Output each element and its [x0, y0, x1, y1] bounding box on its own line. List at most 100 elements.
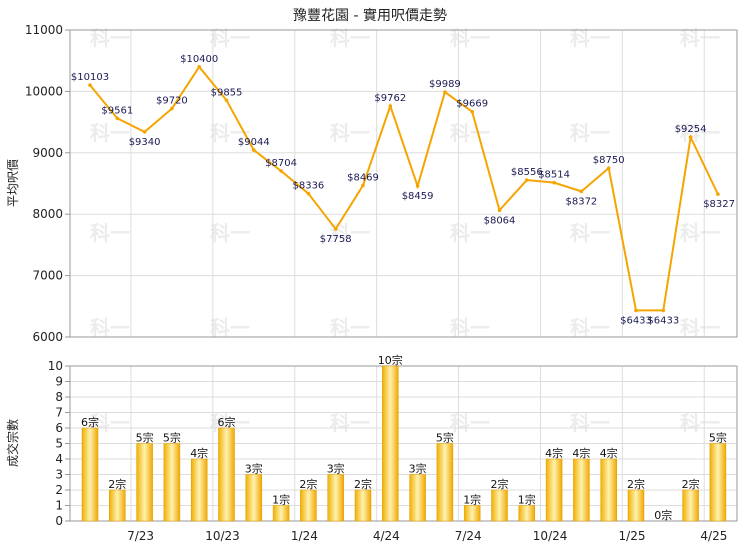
price-point — [279, 169, 283, 173]
watermark-text: 科一 — [210, 221, 250, 245]
volume-bar-label: 2宗 — [354, 477, 372, 491]
price-point — [197, 65, 201, 69]
price-point — [333, 227, 338, 231]
volume-y-tick-label: 4 — [55, 452, 63, 466]
price-point-label: $9669 — [456, 99, 488, 110]
price-y-ticks: 11000 10000 9000 8000 7000 6000 — [25, 23, 70, 344]
price-axis-label: 平均呎價 — [6, 159, 20, 207]
volume-y-tick-label: 10 — [48, 359, 63, 373]
price-point — [142, 130, 147, 134]
price-point-label: $8514 — [538, 170, 570, 181]
price-point — [579, 189, 584, 194]
volume-y-tick-label: 6 — [55, 421, 63, 435]
x-tick-label: 4/24 — [373, 529, 400, 543]
price-point — [716, 192, 720, 196]
x-tick-label: 10/23 — [205, 529, 240, 543]
volume-bar — [518, 505, 536, 522]
volume-bar-labels: 6宗 2宗 5宗 5宗 4宗 6宗 3宗 1宗 2宗 3宗 2宗 10宗 3宗 5宗 1宗 2宗 1宗 4宗 4宗 4… — [81, 353, 727, 522]
price-point-label: $8336 — [292, 181, 324, 192]
volume-bar-label: 3宗 — [409, 462, 427, 476]
volume-bar-label: 4宗 — [190, 446, 208, 460]
watermark-text: 科一 — [450, 221, 490, 245]
watermark-text: 科一 — [680, 316, 720, 340]
watermark-text: 科一 — [330, 121, 370, 145]
x-tick-label: 7/24 — [455, 529, 482, 543]
x-ticks: 7/23 10/23 1/24 4/24 7/24 10/24 1/25 4/25 — [127, 529, 727, 543]
volume-y-tick-label: 5 — [55, 437, 63, 451]
price-point-label: $8372 — [565, 196, 597, 207]
volume-bar — [573, 458, 590, 522]
volume-bar-label: 5宗 — [136, 431, 154, 445]
watermark-text: 科一 — [450, 316, 490, 340]
x-tick-label: 1/25 — [619, 529, 646, 543]
chart-title: 豫豐花園 - 實用呎價走勢 — [293, 7, 447, 24]
price-point — [88, 83, 92, 87]
price-point-label: $6433 — [647, 315, 679, 326]
volume-bar — [300, 489, 317, 522]
volume-bar — [354, 489, 372, 522]
price-point — [470, 109, 475, 114]
volume-bar — [136, 443, 153, 522]
volume-y-tick-label: 0 — [55, 514, 63, 528]
price-point-label: $8750 — [593, 155, 625, 166]
price-point-label: $6433 — [620, 315, 652, 326]
volume-bar-label: 2宗 — [627, 477, 645, 491]
watermark-text: 科一 — [680, 121, 720, 145]
price-point — [306, 191, 311, 196]
price-point — [661, 308, 666, 313]
volume-bar-label: 3宗 — [245, 462, 263, 476]
price-point — [688, 135, 693, 140]
watermark-text: 科一 — [570, 411, 610, 435]
price-line — [89, 65, 719, 312]
x-tick-label: 1/24 — [291, 529, 318, 543]
volume-bar-label: 10宗 — [378, 353, 403, 367]
price-y-tick-label: 6000 — [32, 330, 63, 344]
price-point-label: $9762 — [374, 93, 406, 104]
volume-bar — [218, 427, 235, 522]
price-point-label: $8556 — [511, 167, 543, 178]
volume-bar — [436, 443, 454, 522]
price-point-label: $8064 — [484, 215, 516, 226]
price-line-series — [88, 65, 720, 313]
price-grid — [70, 29, 737, 338]
watermark-text: 科一 — [90, 221, 130, 245]
watermark-text: 科一 — [330, 316, 370, 340]
volume-bar-label: 5宗 — [709, 431, 727, 445]
watermark-text: 科一 — [680, 221, 720, 245]
volume-bar — [682, 489, 699, 522]
volume-y-tick-label: 3 — [55, 468, 63, 482]
watermark-text: 科一 — [570, 121, 610, 145]
price-point — [606, 166, 611, 170]
price-point-label: $7758 — [320, 234, 352, 245]
volume-bar — [109, 489, 126, 522]
price-point — [415, 184, 420, 188]
price-point — [115, 116, 120, 121]
volume-y-tick-label: 8 — [55, 390, 63, 404]
volume-bar-label: 4宗 — [572, 446, 590, 460]
volume-bar — [463, 505, 481, 522]
volume-bar — [491, 489, 508, 522]
price-point-label: $8459 — [402, 191, 434, 202]
x-tick-label: 4/25 — [700, 529, 727, 543]
price-y-tick-label: 11000 — [25, 23, 63, 37]
price-point-label: $8327 — [703, 199, 735, 210]
x-tick-label: 10/24 — [533, 529, 568, 543]
price-point — [552, 180, 556, 185]
x-tick-label: 7/23 — [127, 529, 154, 543]
volume-bars — [81, 365, 727, 522]
volume-bar — [709, 443, 727, 522]
price-point-label: $8469 — [347, 172, 379, 183]
volume-bar-label: 2宗 — [491, 477, 509, 491]
price-point-label: $9254 — [675, 124, 707, 135]
price-point-label: $9855 — [211, 87, 243, 98]
price-point — [170, 106, 174, 111]
price-point — [497, 208, 502, 213]
watermark-text: 科一 — [570, 316, 610, 340]
volume-bar-label: 4宗 — [545, 446, 563, 460]
watermark-text: 科一 — [450, 411, 490, 435]
price-point — [361, 183, 365, 188]
volume-bar — [627, 489, 645, 522]
watermark-text: 科一 — [450, 121, 490, 145]
volume-y-tick-label: 2 — [55, 483, 63, 497]
